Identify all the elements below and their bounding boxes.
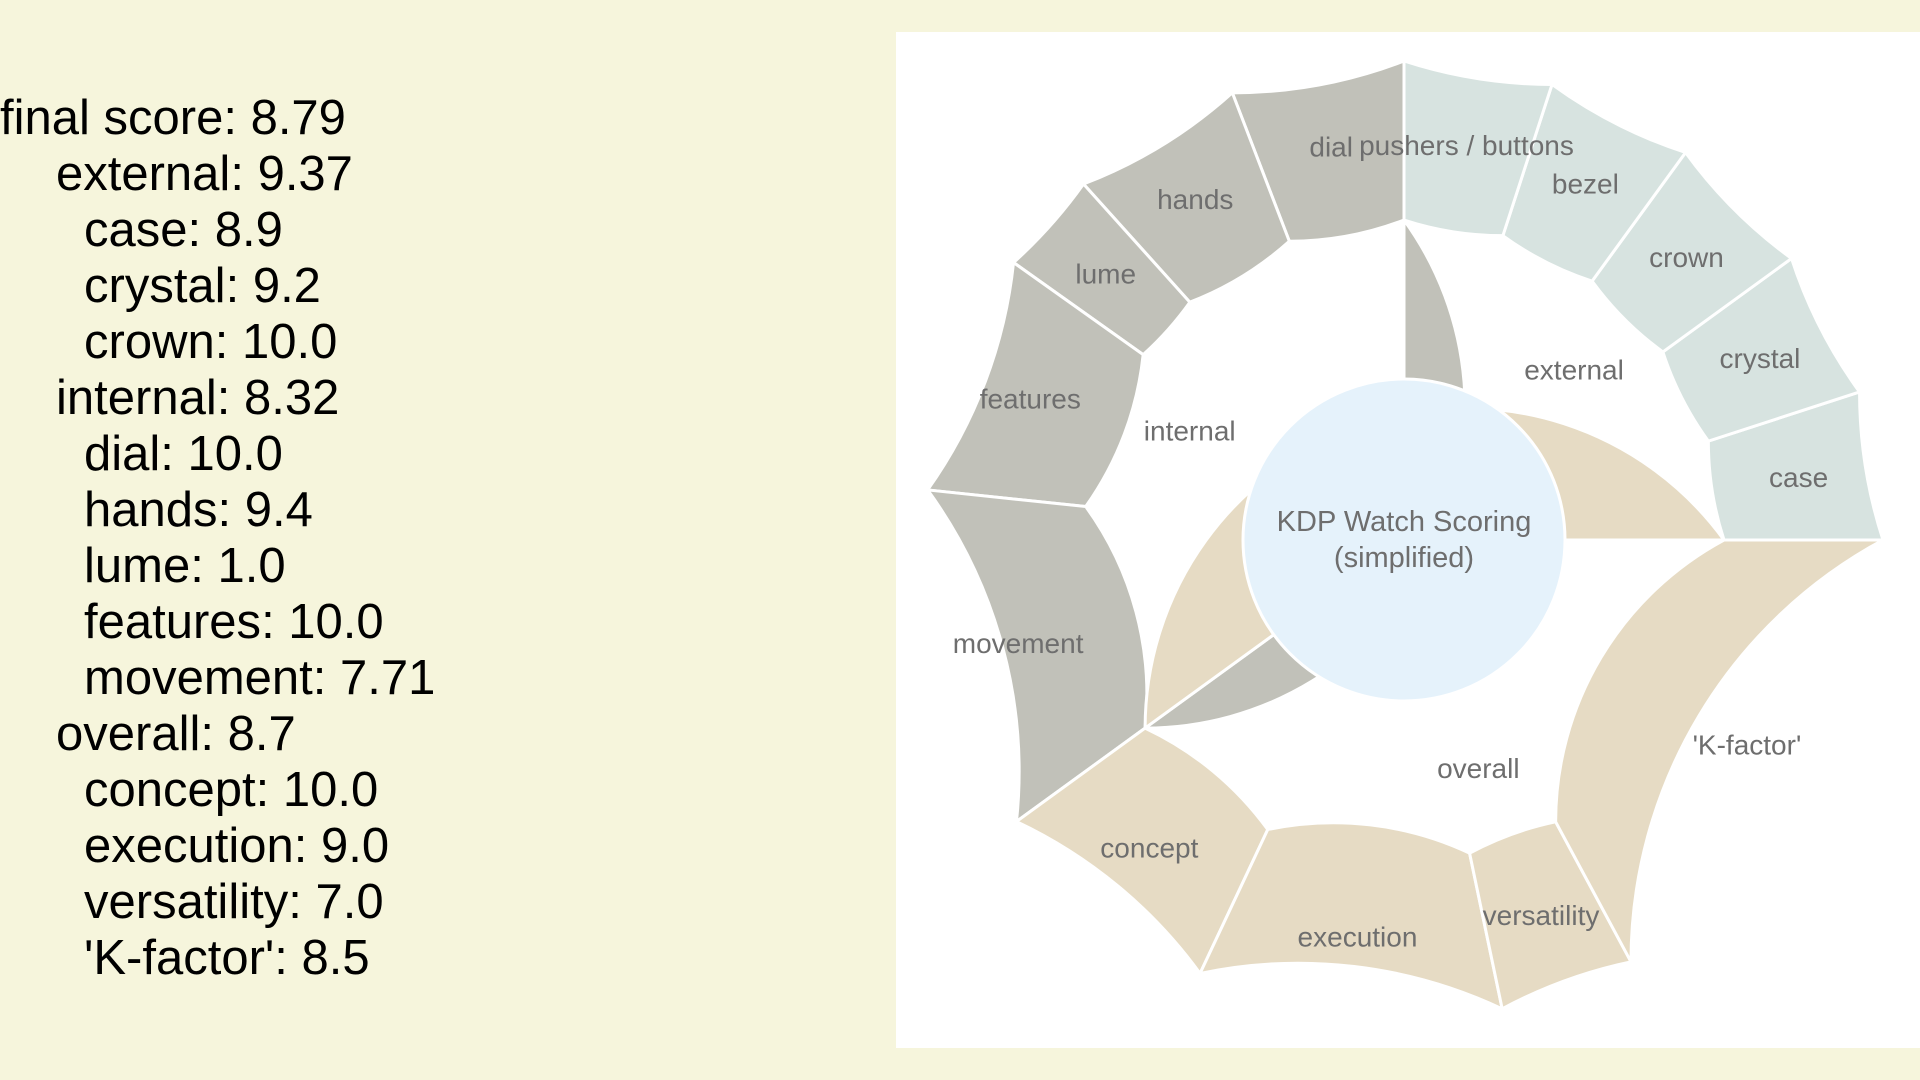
- sunburst-segment-bezel[interactable]: [1501, 82, 1688, 283]
- score-label: execution: [84, 819, 294, 873]
- score-item-1-3: features: 10.0: [84, 595, 384, 649]
- score-value: 8.5: [301, 931, 370, 985]
- score-label: case: [84, 203, 188, 257]
- score-value: 10.0: [282, 763, 379, 817]
- score-item-1-2: lume: 1.0: [84, 539, 286, 593]
- score-item-1-4: movement: 7.71: [84, 651, 436, 705]
- sunburst-center-subtitle: (simplified): [1334, 542, 1474, 574]
- sunburst-label-crown: crown: [1649, 242, 1724, 273]
- score-label: crown: [84, 315, 215, 369]
- score-value: 9.0: [321, 819, 390, 873]
- sunburst-segment-hands[interactable]: [1080, 90, 1292, 304]
- score-group-0: external: 9.37: [56, 147, 353, 201]
- score-label: crystal: [84, 259, 226, 313]
- sunburst-chart: external case crystal crown bezel pushers / b…: [924, 58, 1886, 1012]
- sunburst-segment-crystal[interactable]: [1661, 256, 1862, 443]
- score-label: concept: [84, 763, 256, 817]
- sunburst-label-external: external: [1524, 354, 1624, 385]
- score-value: 10.0: [288, 595, 384, 649]
- score-item-2-1: execution: 9.0: [84, 819, 390, 873]
- sunburst-segment-pushers-buttons[interactable]: [1402, 58, 1555, 238]
- score-value: 9.4: [244, 483, 313, 537]
- final-score: final score: 8.79: [0, 91, 346, 145]
- sunburst-label-crystal: crystal: [1720, 343, 1801, 374]
- chart-panel: external case crystal crown bezel pushers / b…: [896, 32, 1920, 1048]
- score-item-2-2: versatility: 7.0: [84, 875, 384, 929]
- score-item-1-1: hands: 9.4: [84, 483, 313, 537]
- score-value: 9.2: [252, 259, 321, 313]
- score-value: 10.0: [187, 427, 283, 481]
- sunburst-label-internal: internal: [1144, 415, 1236, 446]
- sunburst-label-hands: hands: [1157, 184, 1233, 215]
- score-label: 'K-factor': [84, 931, 275, 985]
- score-label: internal: [56, 371, 217, 425]
- score-item-2-3: 'K-factor': 8.5: [84, 931, 370, 985]
- sunburst-label-dial: dial: [1309, 132, 1353, 163]
- sunburst-segment-k-factor[interactable]: [1554, 538, 1884, 963]
- score-label: features: [84, 595, 262, 649]
- score-group-1: internal: 8.32: [56, 371, 340, 425]
- score-group-2: overall: 8.7: [56, 707, 296, 761]
- sunburst-label-k-factor: 'K-factor': [1693, 729, 1802, 760]
- sunburst-segment-movement[interactable]: [924, 488, 1149, 825]
- sunburst-center[interactable]: [1241, 377, 1567, 703]
- sunburst-segment-lume[interactable]: [1011, 181, 1192, 357]
- sunburst-segment-execution[interactable]: [1197, 821, 1505, 1012]
- sunburst-label-concept: concept: [1100, 832, 1198, 863]
- sunburst-label-overall: overall: [1437, 753, 1519, 784]
- sunburst-label-movement: movement: [953, 628, 1084, 659]
- score-label: overall: [56, 707, 201, 761]
- score-value: 8.32: [243, 371, 340, 425]
- score-item-0-0: case: 8.9: [84, 203, 283, 257]
- score-summary-list: final score: 8.79 external: 9.37 case: 8.9…: [0, 90, 435, 986]
- sunburst-label-lume: lume: [1075, 259, 1136, 290]
- sunburst-segment-dial[interactable]: [1230, 58, 1406, 243]
- sunburst-label-features: features: [980, 383, 1081, 414]
- score-value: 8.7: [227, 707, 296, 761]
- score-label: movement: [84, 651, 313, 705]
- sunburst-center-title: KDP Watch Scoring: [1277, 506, 1532, 538]
- score-item-0-2: crown: 10.0: [84, 315, 338, 369]
- score-item-0-1: crystal: 9.2: [84, 259, 321, 313]
- score-value: 7.0: [315, 875, 384, 929]
- score-label: lume: [84, 539, 191, 593]
- score-item-2-0: concept: 10.0: [84, 763, 379, 817]
- score-value: 9.37: [257, 147, 353, 201]
- score-value: 7.71: [340, 651, 436, 705]
- sunburst-segment-crown[interactable]: [1590, 149, 1795, 354]
- sunburst-label-case: case: [1769, 462, 1828, 493]
- sunburst-label-versatility: versatility: [1483, 900, 1600, 931]
- sunburst-label-execution: execution: [1298, 921, 1418, 952]
- score-value: 10.0: [241, 315, 338, 369]
- sunburst-segment-concept[interactable]: [1013, 726, 1270, 977]
- score-item-1-0: dial: 10.0: [84, 427, 283, 481]
- score-value: 8.9: [214, 203, 283, 257]
- score-label: versatility: [84, 875, 289, 929]
- score-label: external: [56, 147, 231, 201]
- score-label: dial: [84, 427, 161, 481]
- sunburst-label-pushers-buttons: pushers / buttons: [1359, 130, 1574, 161]
- score-label: hands: [84, 483, 218, 537]
- score-value: 1.0: [217, 539, 286, 593]
- sunburst-segment-features[interactable]: [924, 259, 1145, 509]
- score-label: final score: [0, 91, 224, 145]
- sunburst-label-bezel: bezel: [1552, 169, 1619, 200]
- score-value: 8.79: [250, 91, 346, 145]
- sunburst-segment-versatility[interactable]: [1467, 820, 1634, 1012]
